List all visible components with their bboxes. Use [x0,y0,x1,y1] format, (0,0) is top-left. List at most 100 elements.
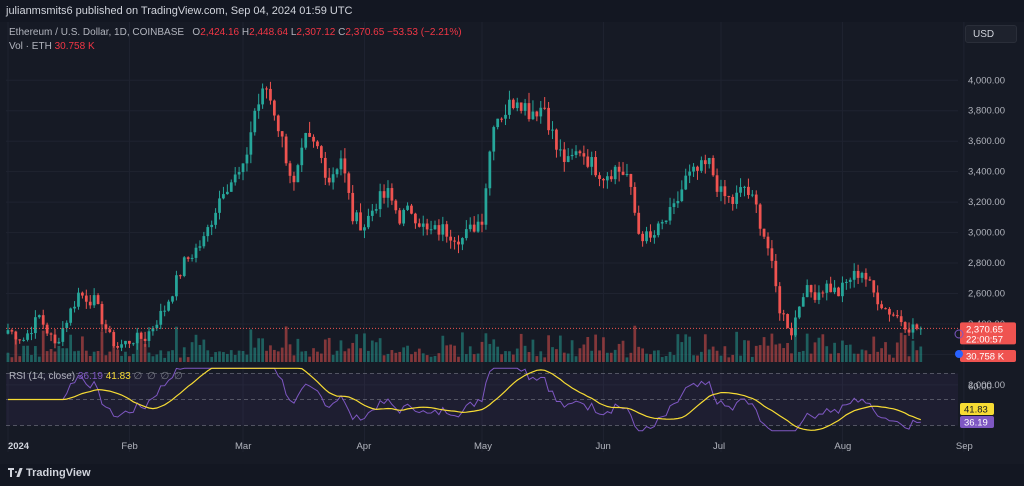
alert-icon[interactable] [954,329,964,339]
candle [292,175,296,183]
volume-bar [841,340,844,362]
candle [829,283,833,293]
volume-bar [696,355,699,362]
price-chart[interactable]: 4,000.00 3,800.00 3,600.00 3,400.00 3,200.00… [0,22,1024,464]
volume-bar [382,355,386,362]
volume-bar [852,353,856,362]
candle [335,169,339,175]
volume-bar [457,356,460,362]
tradingview-logo[interactable]: TradingView [8,467,91,479]
currency-button[interactable]: USD [965,25,1017,43]
volume-bar [586,336,590,362]
candle [821,292,825,294]
candle [790,328,793,336]
volume-bar [92,351,96,362]
candle [700,160,703,171]
volume-bar [598,350,601,362]
candle [370,210,374,216]
volume-bar [61,348,65,362]
candle [660,222,664,224]
volume-bar [660,357,664,362]
time-tick-label: 2024 [8,441,30,452]
volume-bar [398,351,402,362]
candle [668,207,672,221]
candle [743,186,746,188]
event-marker-icon[interactable] [955,350,963,358]
volume-bar [339,340,343,362]
candle [320,146,323,158]
volume-bar [758,345,762,362]
volume-bar [245,354,249,362]
rsi-legend: RSI (14, close) 36.19 41.83 ∅ ∅ ∅ ∅ [9,371,184,382]
candle [108,329,112,333]
volume-bar [417,348,421,362]
candle [116,345,120,348]
candle [464,229,468,239]
candle [445,224,449,237]
volume-bar [899,332,903,362]
volume-bar [609,352,613,362]
volume-bar [848,344,852,362]
volume-bar [6,352,10,362]
candle [312,136,315,142]
volume-bar [249,329,253,362]
volume-bar [128,356,131,362]
volume-bar [880,348,883,362]
volume-bar [81,336,84,362]
low-value: 2,307.12 [296,27,336,38]
volume-bar [621,340,625,362]
volume-bar [96,350,100,362]
candle [124,340,127,345]
candle [574,151,578,155]
low-label: L [290,27,297,38]
volume-bar [18,356,22,362]
volume-bar [468,346,472,362]
volume-bar [327,337,331,362]
volume-bar [41,330,45,362]
volume-bar [872,336,876,362]
price-tick-label: 4,000.00 [968,75,1005,86]
candle [664,220,668,223]
volume-bar [155,354,159,362]
close-value: 2,370.65 [345,27,385,38]
candle [484,188,488,225]
volume-bar [131,353,135,362]
candle [351,192,355,222]
candle [891,314,895,316]
volume-bar [617,343,621,362]
candle [53,334,57,344]
volume-bar [813,342,817,362]
volume-bar [253,347,257,362]
volume-bar [355,334,359,362]
candle [531,111,535,120]
candle [45,324,49,334]
volume-bar [915,350,919,362]
candle [527,103,531,120]
candle [398,210,402,224]
volume-bar [747,340,750,362]
candle [750,194,754,196]
volume-bar [590,350,594,362]
chart-panel[interactable] [0,22,1024,464]
candle [523,103,527,111]
candle [406,205,409,210]
candle [711,157,715,176]
volume-bar [703,334,707,362]
candle [825,283,829,293]
volume-bar [272,349,276,362]
candle [688,171,692,176]
candle [453,240,456,242]
volume-badge [960,350,1016,362]
candle [727,196,731,198]
candle [535,111,539,117]
volume-bar [343,351,347,362]
candle [551,129,554,131]
volume-bar [320,353,323,362]
volume-bar [688,336,692,362]
rsi-line [8,367,921,432]
volume-bar [276,351,280,362]
candle [656,223,660,236]
candle [155,324,159,329]
volume-bar [421,353,425,362]
price-tick-label: 2,600.00 [968,288,1005,299]
